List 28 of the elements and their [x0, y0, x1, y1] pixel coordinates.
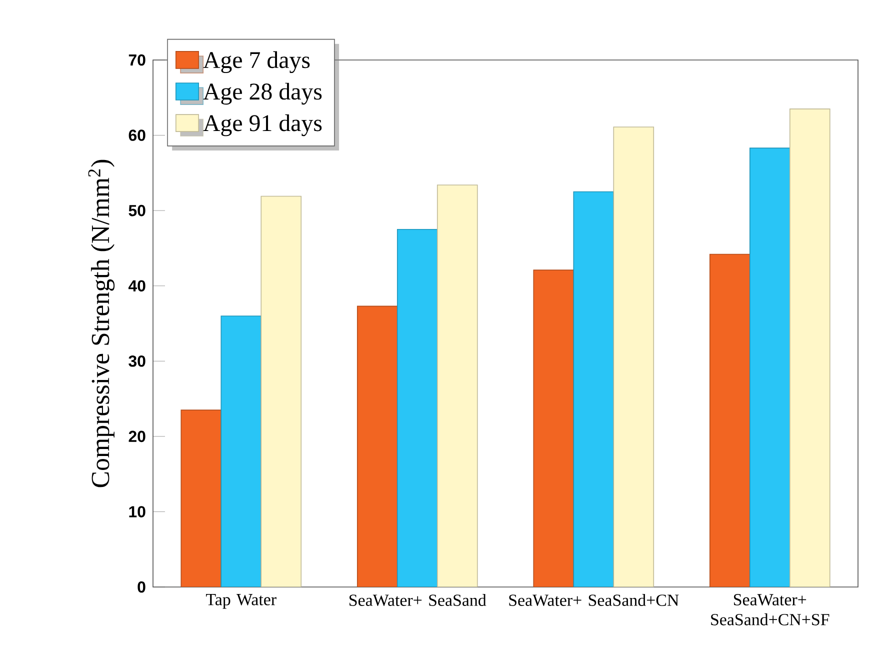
bar — [220, 316, 262, 587]
bar — [396, 228, 438, 587]
y-tick-label: 70 — [128, 54, 146, 66]
bar — [436, 184, 478, 587]
y-tick-label: 20 — [128, 430, 146, 442]
y-tick-label: 50 — [128, 204, 146, 216]
bar — [573, 191, 614, 587]
y-tick-label: 40 — [128, 280, 146, 292]
y-tick-label: 30 — [128, 355, 146, 367]
x-tick-label: SeaWater+ SeaSand — [350, 594, 486, 606]
bar — [749, 148, 790, 587]
legend-label: Age 91 days — [203, 114, 322, 136]
y-axis-title: Compressive Strength (N/mm$^{2}$) — [88, 160, 115, 488]
legend-label: Age 7 days — [203, 51, 310, 74]
x-tick-label: Tap Water — [206, 594, 276, 609]
y-tick-label: 0 — [138, 581, 146, 593]
y-tick-label: 60 — [128, 130, 146, 141]
legend-label: Age 28 days — [203, 82, 322, 105]
bar — [180, 410, 222, 587]
x-tick-label: SeaWater+ SeaSand+CN — [509, 594, 679, 606]
bar — [260, 196, 302, 587]
y-tick-label: 10 — [129, 506, 146, 518]
bar — [789, 108, 830, 587]
bar — [613, 126, 654, 587]
bar — [533, 270, 574, 587]
bar — [709, 254, 750, 587]
x-tick-label: SeaWater+ SeaSand+CN+SF — [711, 594, 830, 626]
bar — [356, 306, 398, 587]
